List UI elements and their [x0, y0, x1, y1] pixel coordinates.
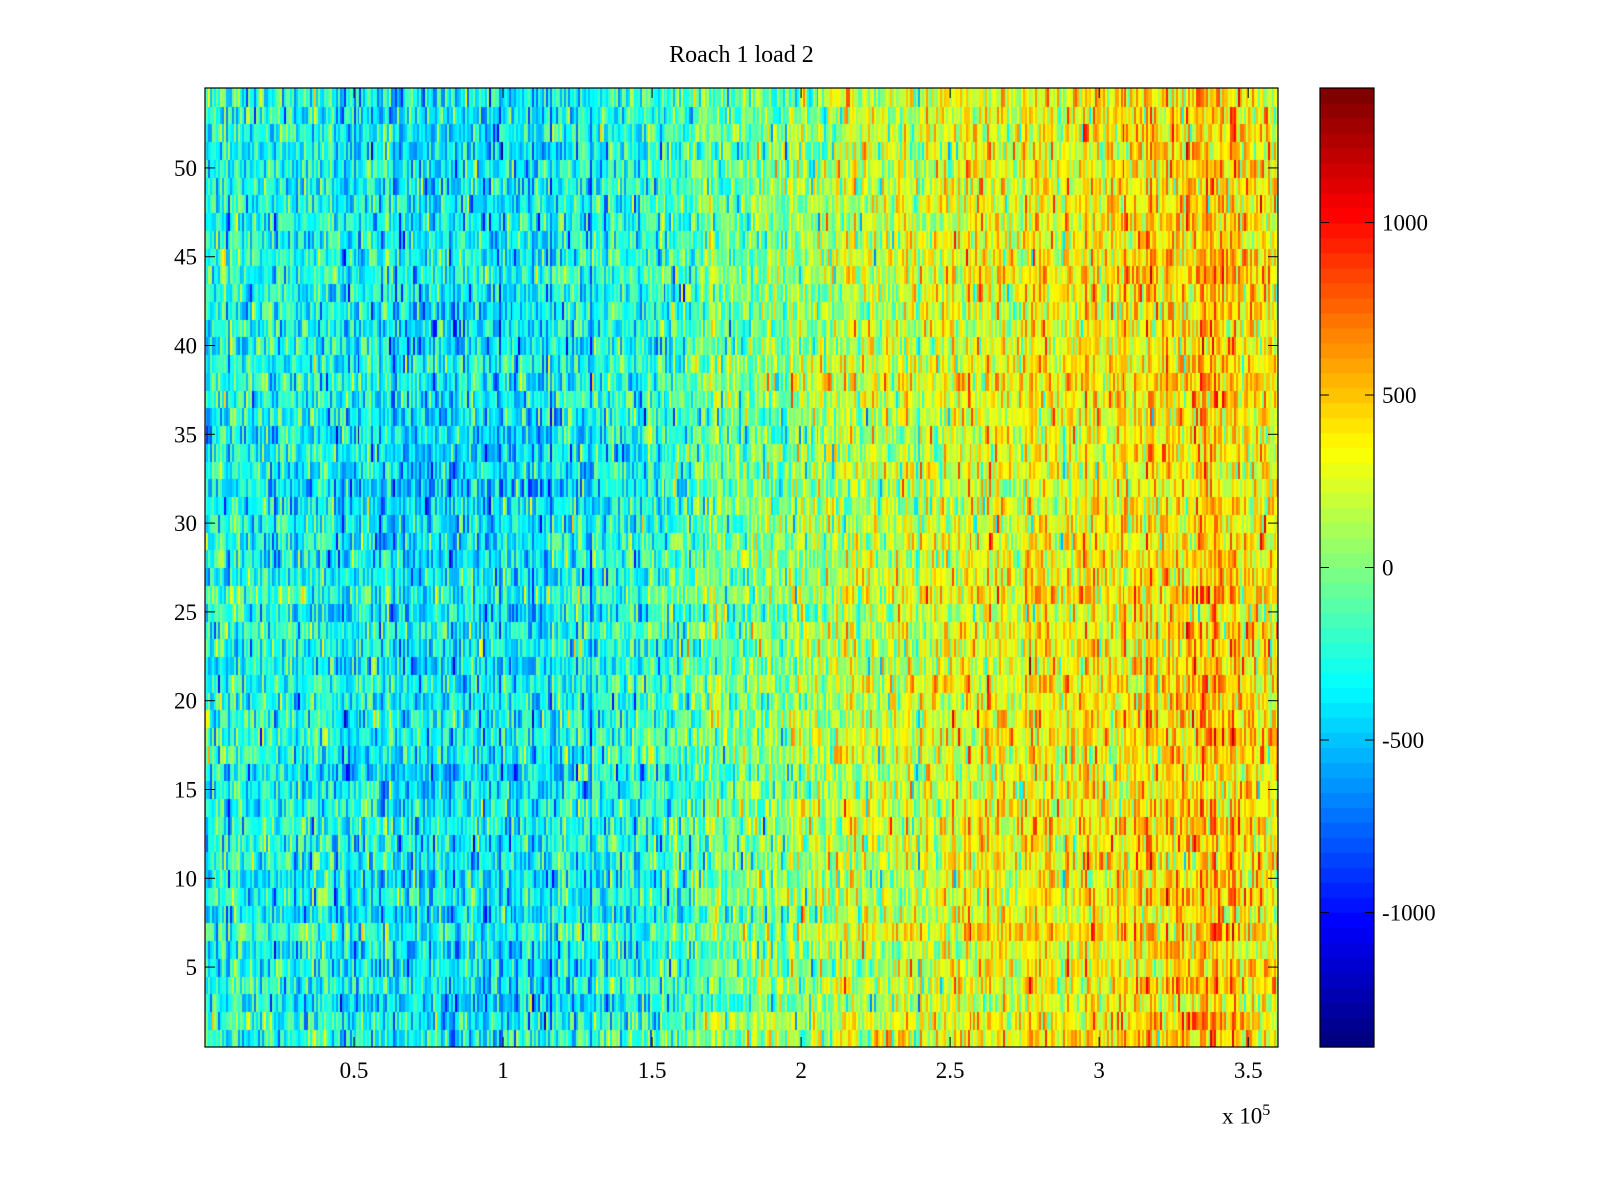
colorbar-level — [1320, 627, 1374, 644]
colorbar-level — [1320, 132, 1374, 149]
x-tick-label: 2.5 — [936, 1058, 965, 1083]
colorbar-level — [1320, 597, 1374, 614]
colorbar-tick-label: -1000 — [1382, 900, 1436, 925]
colorbar-level — [1320, 522, 1374, 539]
y-tick-label: 20 — [174, 689, 197, 714]
colorbar-level — [1320, 867, 1374, 883]
colorbar-level — [1320, 657, 1374, 673]
colorbar-level — [1320, 792, 1374, 808]
y-tick-label: 45 — [174, 245, 197, 270]
colorbar-level — [1320, 717, 1374, 733]
colorbar-level — [1320, 582, 1374, 599]
colorbar-level — [1320, 747, 1374, 763]
plot-frame — [204, 87, 1279, 1048]
colorbar-tick-label: 500 — [1382, 383, 1417, 408]
colorbar-level — [1320, 387, 1374, 404]
y-tick-label: 35 — [174, 422, 197, 447]
colorbar-level — [1320, 297, 1374, 314]
colorbar-level — [1320, 252, 1374, 269]
colorbar-level — [1320, 267, 1374, 284]
colorbar-level — [1320, 762, 1374, 778]
colorbar-level — [1320, 882, 1374, 898]
colorbar-level — [1320, 1017, 1374, 1033]
colorbar-level — [1320, 327, 1374, 344]
colorbar-level — [1320, 987, 1374, 1003]
colorbar-level — [1320, 342, 1374, 359]
colorbar-level — [1320, 192, 1374, 209]
x-tick-label: 3.5 — [1234, 1058, 1263, 1083]
y-tick-label: 50 — [174, 156, 197, 181]
colorbar-level — [1320, 957, 1374, 973]
colorbar-level — [1320, 552, 1374, 569]
y-tick-label: 40 — [174, 334, 197, 359]
colorbar-level — [1320, 147, 1374, 164]
colorbar-level — [1320, 222, 1374, 239]
colorbar-level — [1320, 282, 1374, 299]
colorbar-level — [1320, 837, 1374, 853]
colorbar-level — [1320, 117, 1374, 134]
colorbar-level — [1320, 417, 1374, 434]
colorbar-level — [1320, 897, 1374, 913]
colorbar-level — [1320, 477, 1374, 494]
colorbar-level — [1320, 852, 1374, 868]
colorbar-level — [1320, 642, 1374, 659]
colorbar-tick-label: -500 — [1382, 728, 1424, 753]
colorbar-level — [1320, 777, 1374, 793]
colorbar-level — [1320, 942, 1374, 958]
colorbar-level — [1320, 372, 1374, 389]
colorbar-level — [1320, 912, 1374, 928]
y-tick-label: 5 — [186, 955, 198, 980]
y-tick-label: 15 — [174, 777, 197, 802]
colorbar-level — [1320, 462, 1374, 479]
colorbar-level — [1320, 732, 1374, 748]
colorbar-level — [1320, 357, 1374, 374]
x-tick-label: 0.5 — [340, 1058, 369, 1083]
colorbar-level — [1320, 822, 1374, 838]
x-tick-label: 3 — [1093, 1058, 1105, 1083]
colorbar-level — [1320, 102, 1374, 119]
colorbar-level — [1320, 207, 1374, 224]
colorbar-level — [1320, 402, 1374, 419]
colorbar-level — [1320, 537, 1374, 554]
colorbar-level — [1320, 162, 1374, 179]
chart-title: Roach 1 load 2 — [669, 42, 814, 68]
colorbar-level — [1320, 702, 1374, 718]
x-tick-label: 1 — [497, 1058, 509, 1083]
colorbar-level — [1320, 927, 1374, 943]
colorbar-tick-label: 1000 — [1382, 211, 1428, 236]
colorbar-level — [1320, 672, 1374, 688]
colorbar-level — [1320, 972, 1374, 988]
colorbar-level — [1320, 88, 1374, 104]
colorbar-level — [1320, 177, 1374, 194]
colorbar-tick-label: 0 — [1382, 556, 1394, 581]
colorbar-level — [1320, 492, 1374, 509]
y-tick-label: 30 — [174, 511, 197, 536]
colorbar-level — [1320, 1032, 1374, 1048]
colorbar-level — [1320, 1002, 1374, 1018]
colorbar-level — [1320, 567, 1374, 584]
heatmap-image — [205, 88, 1278, 1047]
x-tick-label: 1.5 — [638, 1058, 667, 1083]
x-tick-label: 2 — [795, 1058, 807, 1083]
x-exponent-label: x 105 — [1222, 1102, 1270, 1130]
x-exponent-power: 5 — [1262, 1102, 1271, 1119]
colorbar-level — [1320, 237, 1374, 254]
colorbar-level — [1320, 432, 1374, 449]
colorbar-level — [1320, 687, 1374, 703]
colorbar-level — [1320, 312, 1374, 329]
colorbar-level — [1320, 612, 1374, 629]
colorbar-level — [1320, 447, 1374, 464]
y-tick-label: 25 — [174, 600, 197, 625]
x-exponent-base: x 10 — [1222, 1103, 1263, 1129]
colorbar-level — [1320, 807, 1374, 823]
y-tick-label: 10 — [174, 866, 197, 891]
colorbar-level — [1320, 507, 1374, 524]
